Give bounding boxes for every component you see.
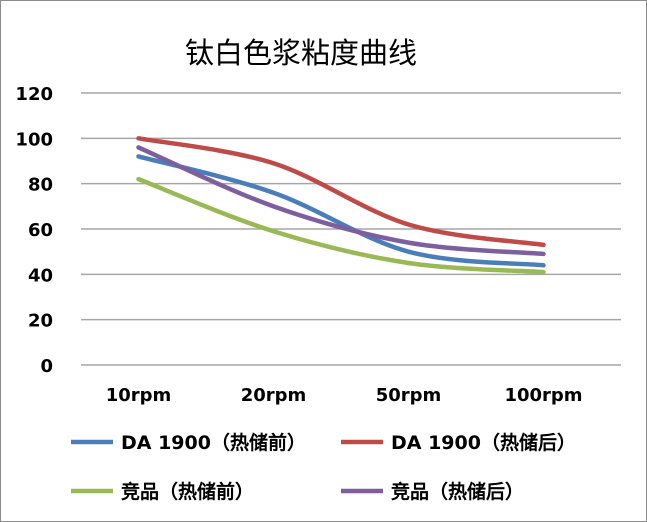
legend-label: DA 1900（热储前） bbox=[121, 431, 306, 454]
y-tick-label: 80 bbox=[28, 175, 53, 196]
y-tick-label: 0 bbox=[40, 356, 53, 377]
x-tick-label: 10rpm bbox=[106, 385, 172, 406]
y-tick-label: 100 bbox=[15, 129, 53, 150]
series-line bbox=[136, 145, 546, 257]
y-tick-label: 40 bbox=[28, 265, 53, 286]
legend-label: DA 1900（热储后） bbox=[391, 431, 576, 454]
y-tick-label: 120 bbox=[15, 84, 53, 105]
y-tick-label: 20 bbox=[28, 311, 53, 332]
series-line bbox=[136, 136, 546, 248]
series-line bbox=[136, 176, 546, 275]
legend-label: 竞品（热储前） bbox=[121, 480, 254, 503]
x-tick-label: 100rpm bbox=[504, 385, 582, 406]
series-line bbox=[136, 154, 546, 268]
y-tick-label: 60 bbox=[28, 220, 53, 241]
chart-title: 钛白色浆粘度曲线 bbox=[185, 36, 417, 70]
legend-label: 竞品（热储后） bbox=[391, 480, 524, 503]
x-tick-label: 50rpm bbox=[376, 385, 442, 406]
x-tick-label: 20rpm bbox=[241, 385, 307, 406]
